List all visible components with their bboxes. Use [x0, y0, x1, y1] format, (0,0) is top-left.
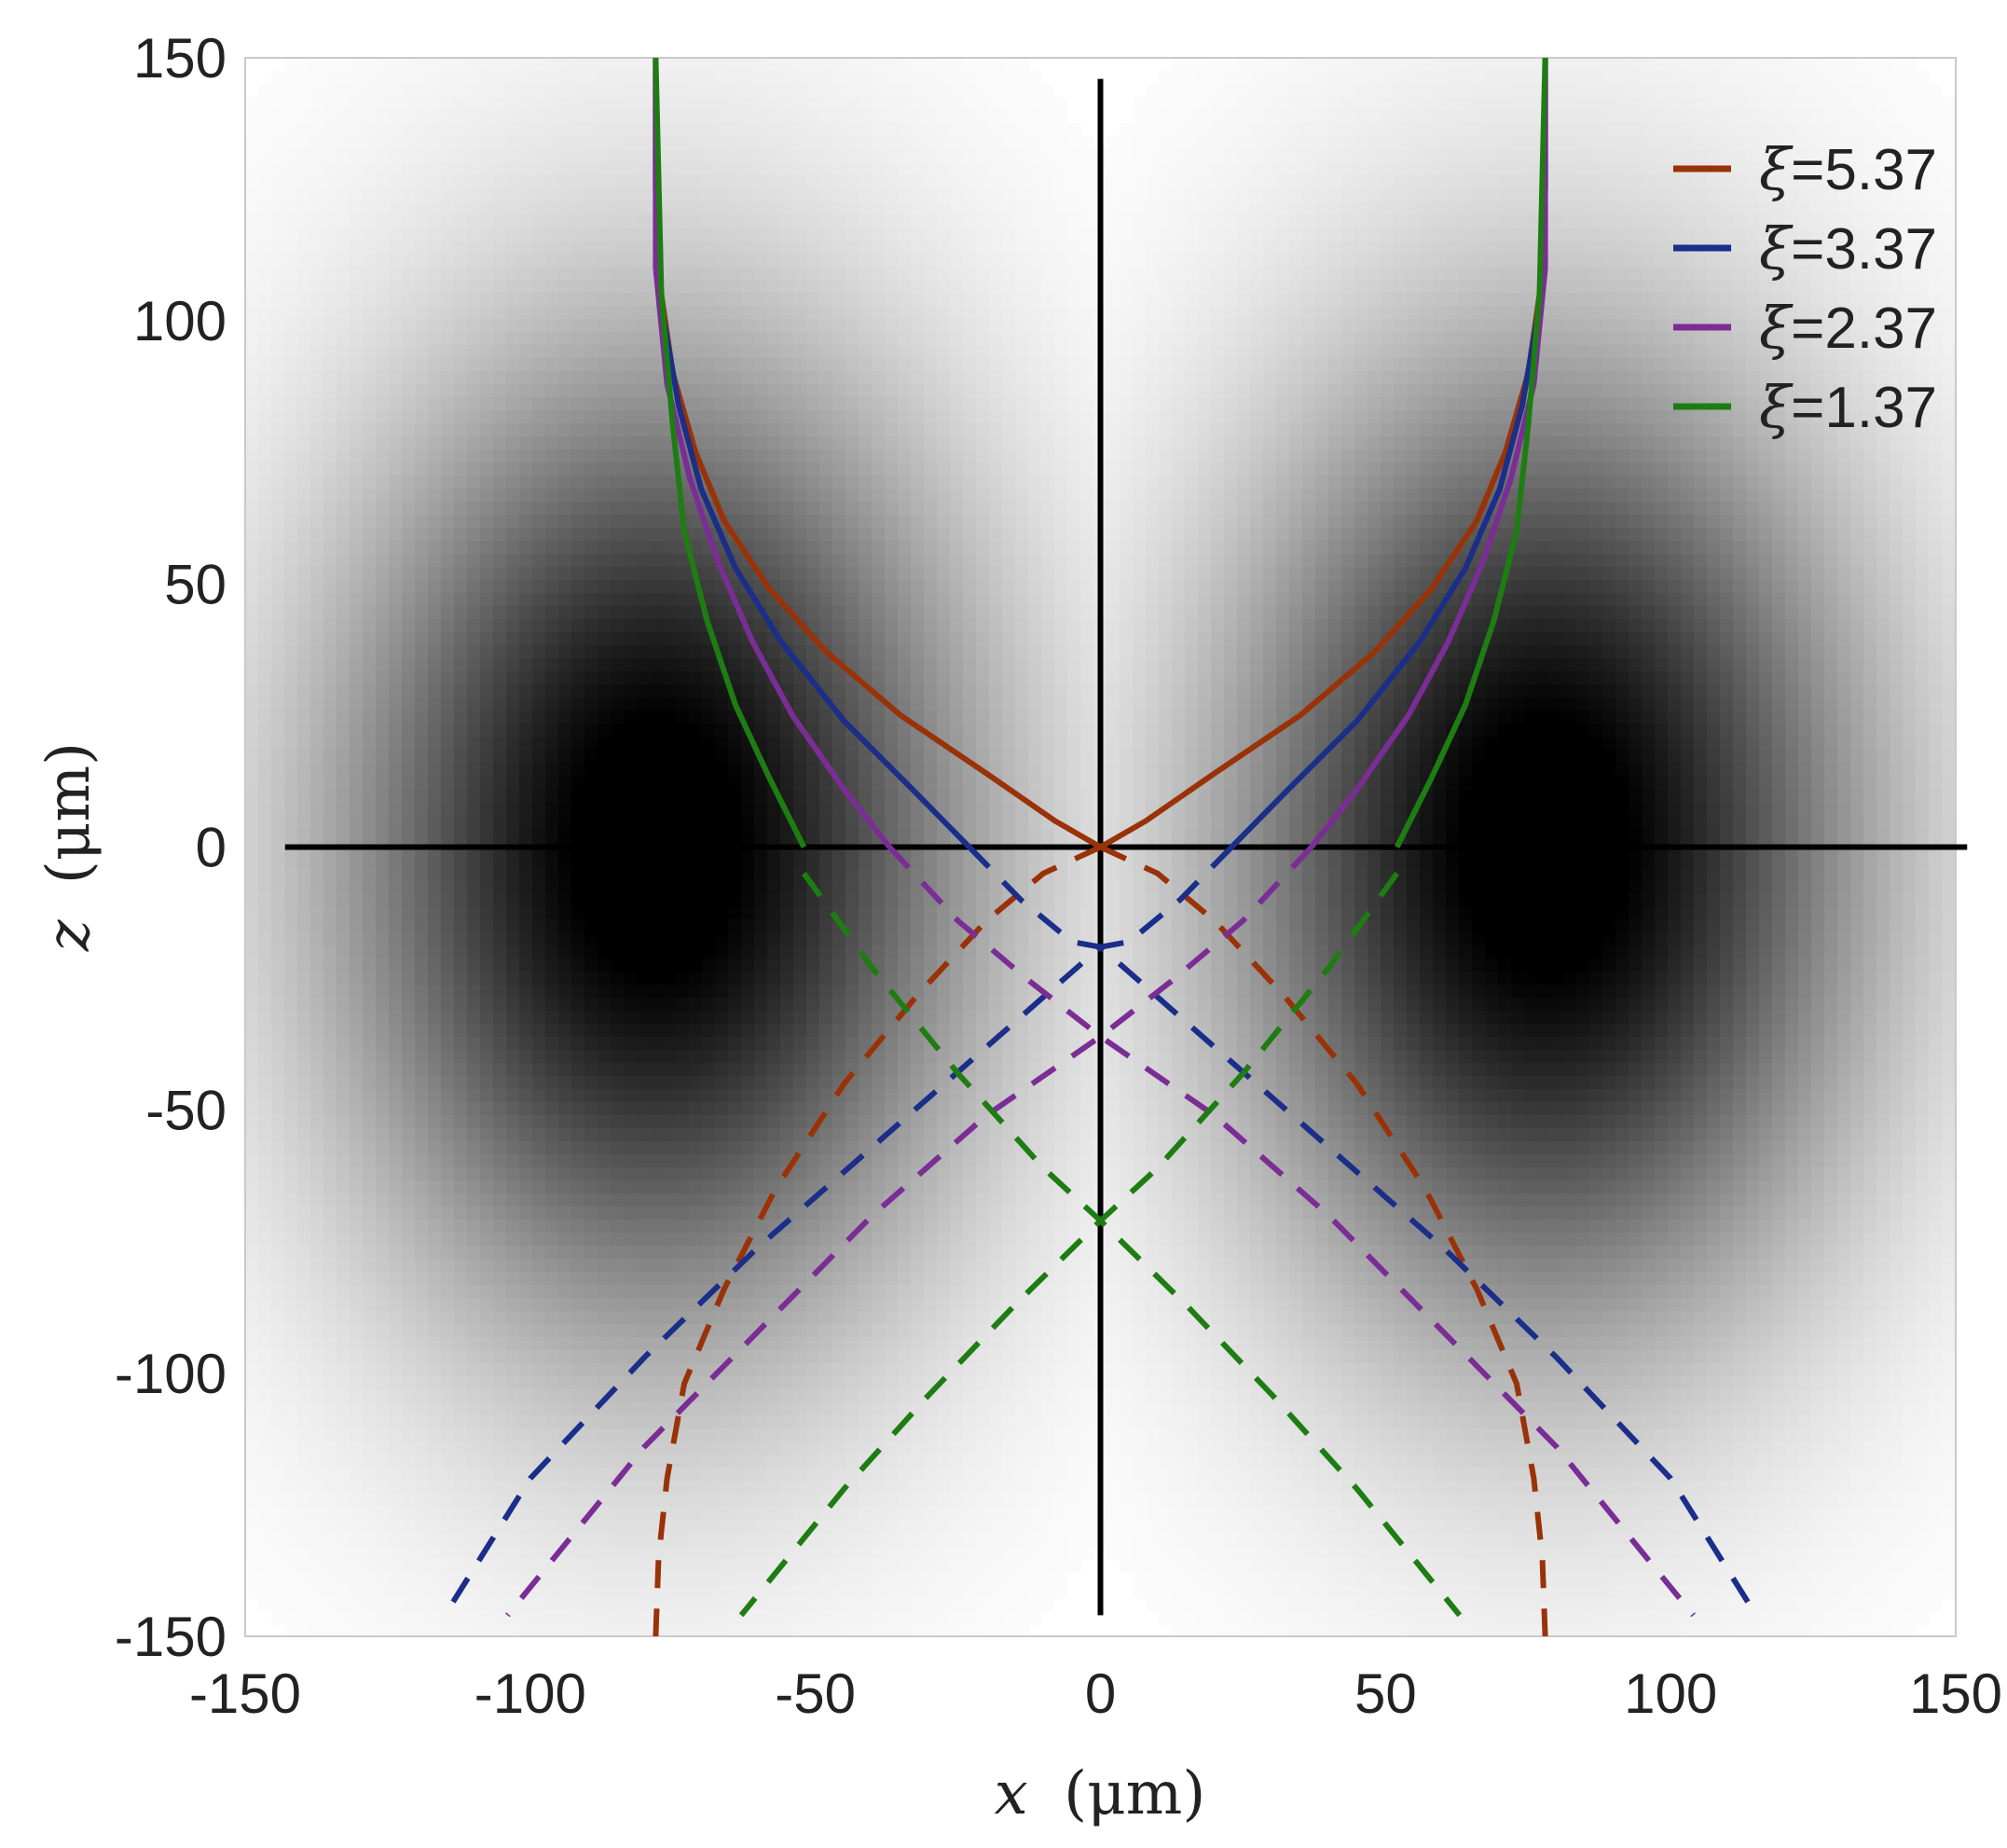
x-tick-label: -50: [775, 1662, 856, 1725]
y-tick-labels: 150 100 50 0 -50 -100 -150: [115, 27, 227, 1668]
y-tick-label: -150: [115, 1606, 227, 1668]
legend-label: ξ=1.37: [1759, 373, 1937, 441]
legend-label: ξ=5.37: [1759, 135, 1937, 203]
legend-label: ξ=2.37: [1759, 294, 1937, 362]
y-tick-label: 50: [164, 553, 227, 615]
x-tick-label: 50: [1354, 1662, 1417, 1725]
y-tick-label: -50: [145, 1080, 227, 1142]
x-axis-label: x (μm): [995, 1759, 1206, 1828]
y-axis-label: z (μm): [34, 742, 103, 952]
y-tick-label: 0: [196, 817, 227, 879]
x-tick-label: 150: [1909, 1662, 2002, 1725]
x-tick-label: 0: [1085, 1662, 1116, 1725]
x-tick-label: -150: [189, 1662, 301, 1725]
y-tick-label: -100: [115, 1343, 227, 1405]
y-tick-label: 150: [133, 27, 227, 90]
y-tick-label: 100: [133, 290, 227, 352]
x-tick-label: -100: [474, 1662, 586, 1725]
x-tick-labels: -150 -100 -50 0 50 100 150: [189, 1662, 2002, 1725]
x-tick-label: 100: [1624, 1662, 1717, 1725]
legend-label: ξ=3.37: [1759, 214, 1937, 283]
